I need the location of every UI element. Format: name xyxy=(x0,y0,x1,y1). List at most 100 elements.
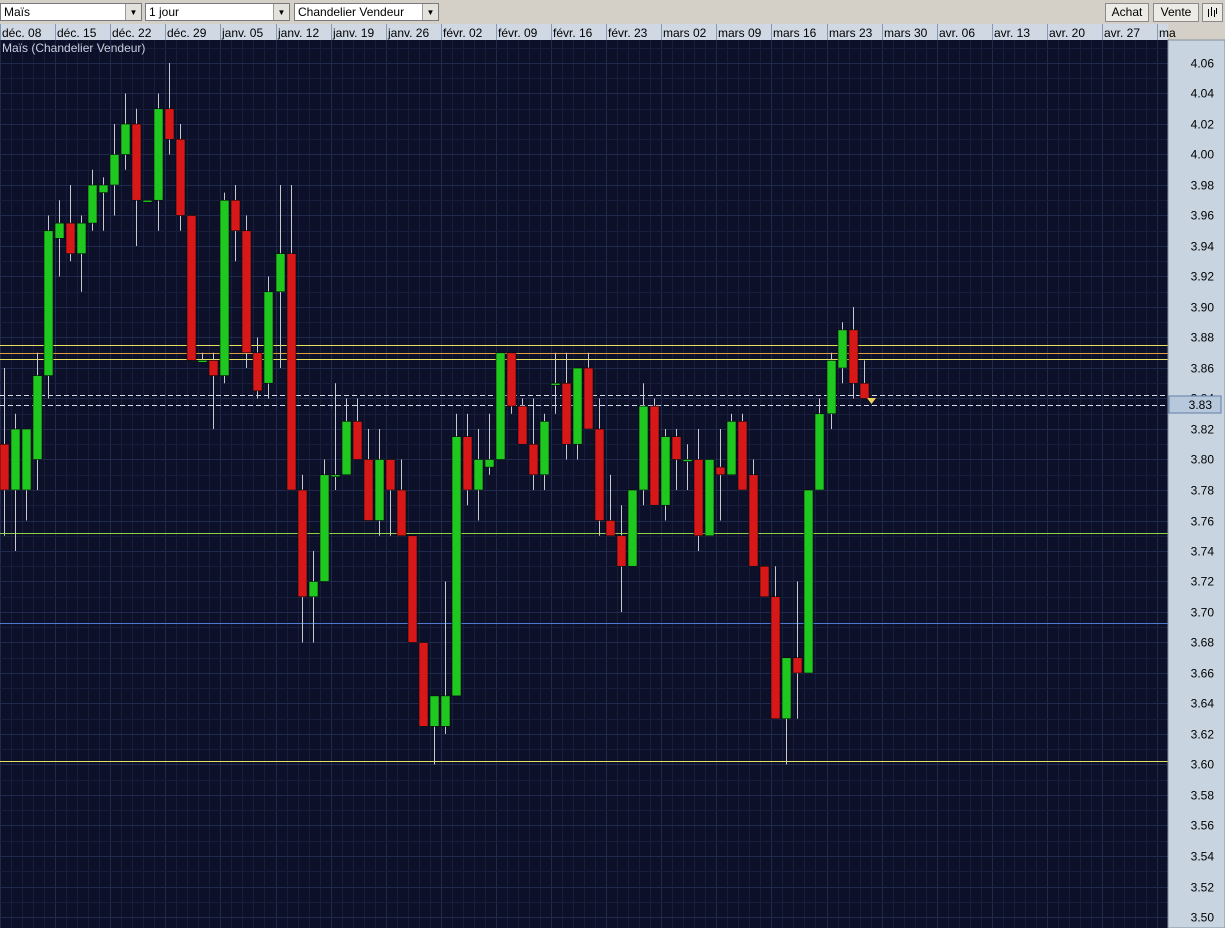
y-tick-label: 3.70 xyxy=(1191,606,1215,620)
candle xyxy=(319,474,330,582)
candle xyxy=(561,382,572,445)
candle xyxy=(803,489,814,674)
period-value: 1 jour xyxy=(149,5,180,19)
candle xyxy=(32,375,43,460)
candle xyxy=(230,199,241,232)
y-tick-label: 3.98 xyxy=(1191,179,1215,193)
y-tick-label: 3.56 xyxy=(1191,819,1215,833)
y-tick-label: 3.86 xyxy=(1191,362,1215,376)
candle xyxy=(682,459,693,462)
chart-style-select[interactable]: Chandelier Vendeur ▼ xyxy=(294,3,439,21)
x-tick-label: avr. 13 xyxy=(994,26,1030,40)
y-tick-label: 3.82 xyxy=(1191,423,1215,437)
y-tick-label: 4.04 xyxy=(1191,87,1215,101)
y-tick-label: 3.60 xyxy=(1191,758,1215,772)
candle xyxy=(462,436,473,491)
y-axis: 4.06 4.04 4.02 4.00 3.98 3.96 3.94 3.92 3.90 3.88… xyxy=(1191,57,1215,925)
candle xyxy=(616,535,627,567)
candle xyxy=(715,466,726,476)
x-tick-label: mars 09 xyxy=(718,26,762,40)
buy-button[interactable]: Achat xyxy=(1105,3,1149,22)
chart-style-value: Chandelier Vendeur xyxy=(298,5,405,19)
candle xyxy=(385,459,396,491)
instrument-select[interactable]: Maïs ▼ xyxy=(0,3,142,21)
y-axis-background xyxy=(1167,39,1225,928)
chevron-down-icon[interactable]: ▼ xyxy=(273,4,289,20)
candlestick-chart[interactable]: déc. 08 déc. 15 déc. 22 déc. 29 janv. 05 janv… xyxy=(0,24,1225,928)
candle xyxy=(848,329,859,384)
candle xyxy=(197,360,208,363)
candle xyxy=(649,405,660,506)
candle xyxy=(131,123,142,201)
y-tick-label: 3.78 xyxy=(1191,484,1215,498)
candle xyxy=(638,405,649,491)
candle xyxy=(120,123,131,155)
x-tick-label: janv. 19 xyxy=(332,26,374,40)
candle xyxy=(837,329,848,369)
y-tick-label: 3.74 xyxy=(1191,545,1215,559)
candle xyxy=(429,695,440,727)
x-tick-label: avr. 27 xyxy=(1104,26,1140,40)
y-tick-label: 3.94 xyxy=(1191,240,1215,254)
y-tick-label: 3.88 xyxy=(1191,331,1215,345)
candle xyxy=(363,459,374,521)
x-tick-label: déc. 15 xyxy=(57,26,97,40)
candle xyxy=(859,382,870,399)
candle xyxy=(759,565,770,598)
bar-chart-icon xyxy=(1208,7,1217,17)
x-tick-label: janv. 05 xyxy=(221,26,263,40)
instrument-value: Maïs xyxy=(4,5,31,19)
x-tick-label: mars 02 xyxy=(663,26,707,40)
x-tick-label: févr. 23 xyxy=(608,26,648,40)
candle xyxy=(65,222,76,254)
y-tick-label: 3.52 xyxy=(1191,881,1215,895)
candle xyxy=(0,443,10,491)
current-price-marker: 3.83 xyxy=(1168,395,1222,414)
candle xyxy=(175,138,186,216)
y-tick-label: 3.72 xyxy=(1191,575,1215,589)
candle xyxy=(627,489,638,567)
current-price-label: 3.83 xyxy=(1189,398,1213,412)
candle xyxy=(219,199,230,376)
candle xyxy=(451,436,462,697)
candle xyxy=(10,428,21,491)
y-tick-label: 3.64 xyxy=(1191,697,1215,711)
x-tick-label: mars 16 xyxy=(773,26,817,40)
bar-chart-icon-button[interactable] xyxy=(1202,3,1223,22)
candle xyxy=(263,291,274,384)
candles xyxy=(0,63,870,765)
candle xyxy=(164,108,175,140)
y-tick-label: 4.06 xyxy=(1191,57,1215,71)
candle xyxy=(286,253,297,491)
x-tick-label: mars 23 xyxy=(829,26,873,40)
candle xyxy=(605,520,616,537)
chevron-down-icon[interactable]: ▼ xyxy=(422,4,438,20)
candle xyxy=(241,230,252,354)
y-tick-label: 3.90 xyxy=(1191,301,1215,315)
x-tick-label: févr. 09 xyxy=(498,26,538,40)
period-select[interactable]: 1 jour ▼ xyxy=(145,3,290,21)
sell-button[interactable]: Vente xyxy=(1153,3,1199,22)
candle xyxy=(407,535,418,643)
candle xyxy=(440,695,451,727)
candle xyxy=(814,413,825,491)
y-tick-label: 3.76 xyxy=(1191,515,1215,529)
candle xyxy=(826,360,837,415)
y-tick-label: 4.02 xyxy=(1191,118,1215,132)
candle xyxy=(693,459,704,537)
candle xyxy=(792,657,803,674)
candle xyxy=(550,382,561,386)
candle xyxy=(252,352,263,392)
chevron-down-icon[interactable]: ▼ xyxy=(125,4,141,20)
x-tick-label: déc. 08 xyxy=(2,26,42,40)
candle xyxy=(737,421,748,491)
candle xyxy=(495,352,506,460)
candle xyxy=(506,352,517,407)
candle xyxy=(43,230,54,376)
candle xyxy=(484,459,495,468)
candle xyxy=(186,215,197,361)
y-tick-label: 3.96 xyxy=(1191,209,1215,223)
candle xyxy=(275,253,286,293)
candle xyxy=(352,421,363,460)
candle xyxy=(308,581,319,598)
